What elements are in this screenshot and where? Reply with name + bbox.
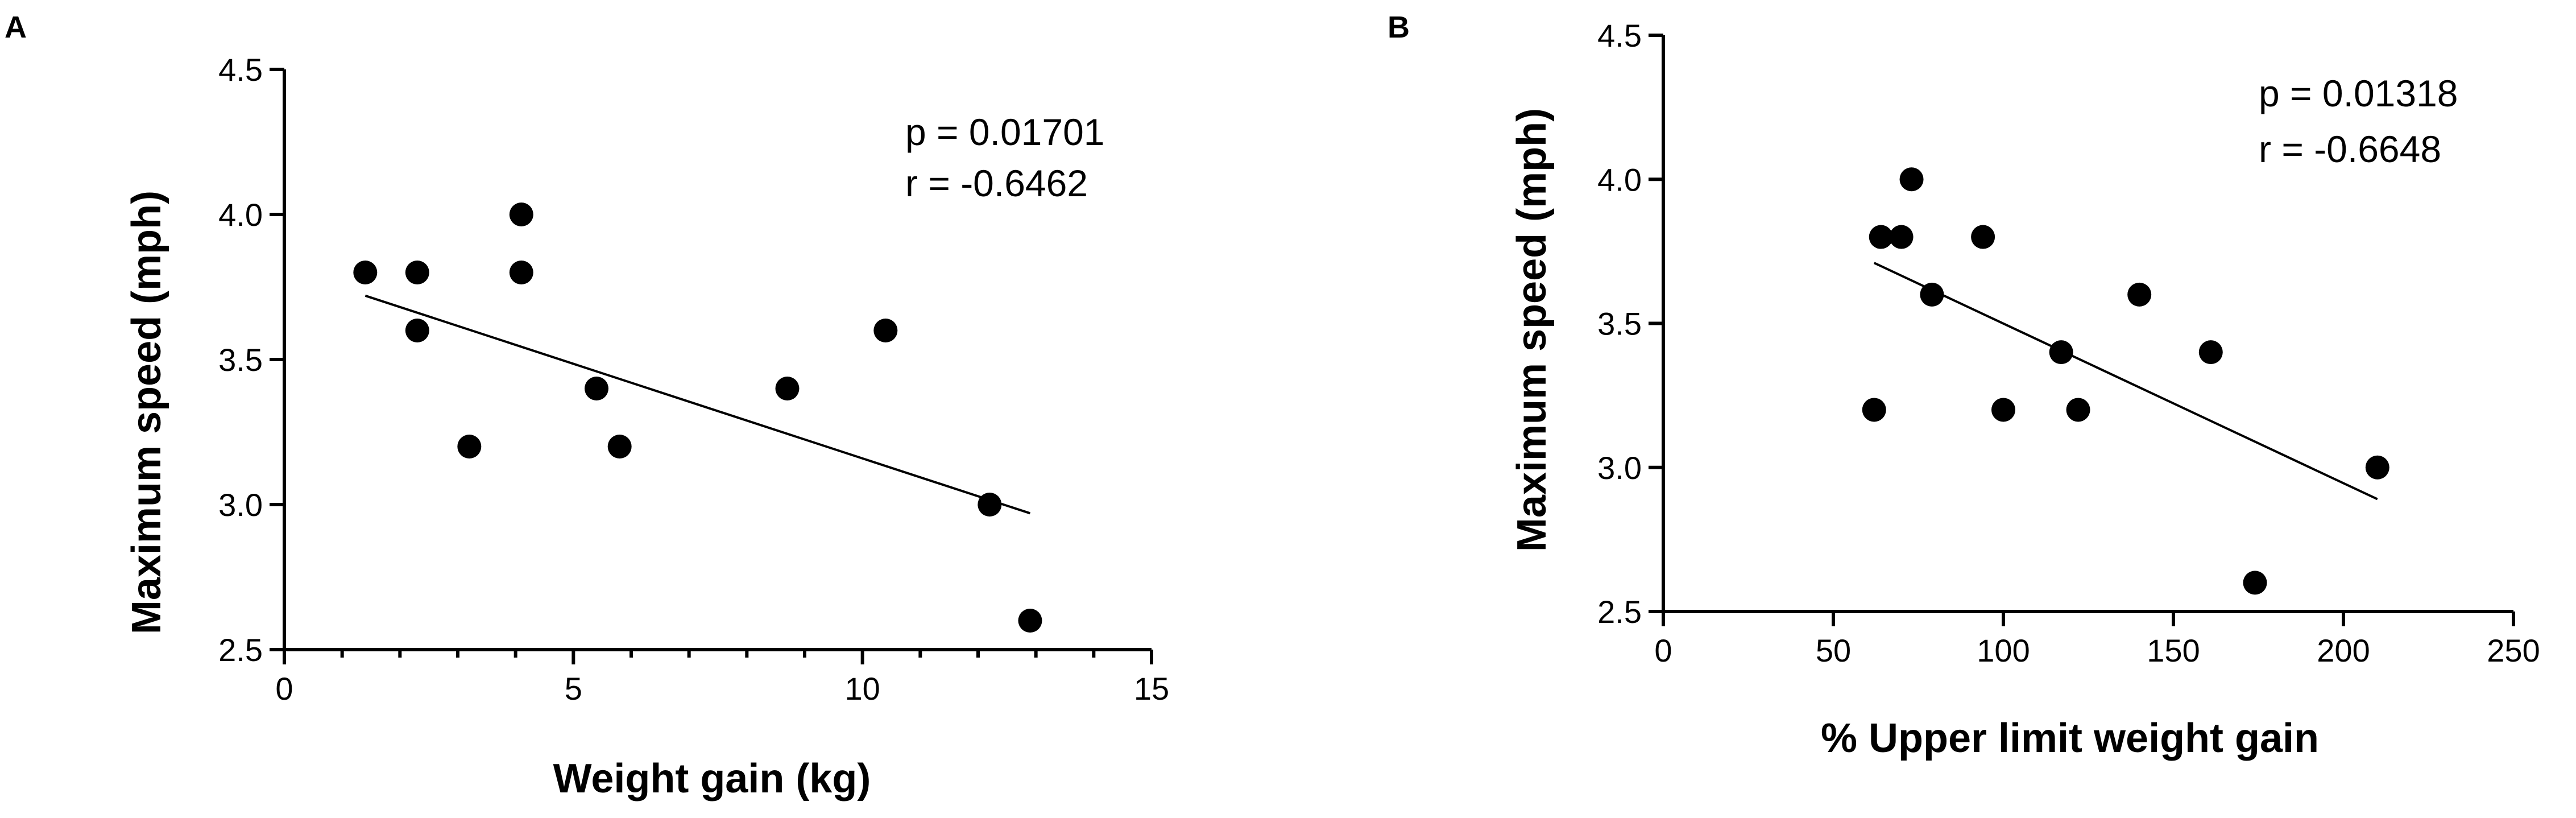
panel-label-a: A (5, 10, 27, 44)
data-point (1018, 609, 1042, 633)
data-point (1920, 282, 1944, 307)
x-tick-label: 15 (1134, 671, 1169, 707)
y-axis-title: Maximum speed (mph) (124, 191, 169, 634)
data-point (1862, 398, 1886, 422)
annotation-p-value: p = 0.01701 (905, 111, 1105, 153)
x-tick-label: 250 (2487, 633, 2540, 668)
x-axis-title: Weight gain (kg) (553, 756, 871, 802)
data-point (1971, 225, 1995, 249)
panel-a: A p = 0.01701 r = -0.6462 Weight gain (k… (5, 10, 1169, 802)
y-tick-label: 3.5 (1597, 306, 1642, 342)
data-point (2127, 282, 2152, 307)
y-tick-label: 3.0 (218, 487, 263, 523)
data-point (405, 319, 429, 342)
x-axis-title: % Upper limit weight gain (1821, 716, 2319, 761)
y-tick-label: 4.5 (218, 52, 263, 88)
x-tick-label: 5 (565, 671, 582, 707)
y-tick-label: 2.5 (1597, 594, 1642, 630)
annotation-r-value: r = -0.6462 (905, 162, 1088, 204)
data-point (1869, 225, 1893, 249)
data-point (873, 319, 898, 342)
regression-line (1873, 262, 2378, 501)
data-point (978, 493, 1002, 517)
panel-b: B p = 0.01318 r = -0.6648 % Upper limit … (1388, 10, 2540, 761)
data-point (607, 435, 632, 458)
x-tick-label: 100 (1977, 633, 2030, 668)
data-point (2365, 455, 2389, 480)
regression-line (365, 294, 1031, 515)
y-tick-label: 4.0 (218, 197, 263, 233)
data-point (353, 261, 378, 284)
data-point (2243, 571, 2267, 595)
y-axis-title: Maximum speed (mph) (1509, 108, 1555, 552)
y-tick-label: 3.0 (1597, 450, 1642, 486)
data-point (585, 377, 608, 400)
data-point (457, 435, 482, 458)
y-tick-label: 2.5 (218, 632, 263, 668)
x-tick-label: 50 (1816, 633, 1851, 668)
data-point (509, 203, 533, 226)
x-tick-label: 150 (2147, 633, 2200, 668)
data-point (2198, 340, 2223, 365)
panel-label-b: B (1388, 10, 1410, 44)
data-point (1991, 398, 2015, 422)
data-point (405, 261, 429, 284)
y-tick-label: 3.5 (218, 342, 263, 378)
annotation-p-value: p = 0.01318 (2259, 72, 2458, 114)
data-point (1899, 167, 1924, 192)
x-tick-label: 0 (275, 671, 293, 707)
annotation-r-value: r = -0.6648 (2259, 128, 2441, 170)
x-tick-label: 200 (2317, 633, 2370, 668)
data-point (1889, 225, 1914, 249)
data-point (775, 377, 800, 400)
y-tick-label: 4.5 (1597, 18, 1642, 53)
y-tick-label: 4.0 (1597, 162, 1642, 197)
data-point (2066, 398, 2090, 422)
x-tick-label: 10 (845, 671, 880, 707)
data-point (509, 261, 533, 284)
x-tick-label: 0 (1654, 633, 1672, 668)
data-point (2049, 340, 2073, 365)
